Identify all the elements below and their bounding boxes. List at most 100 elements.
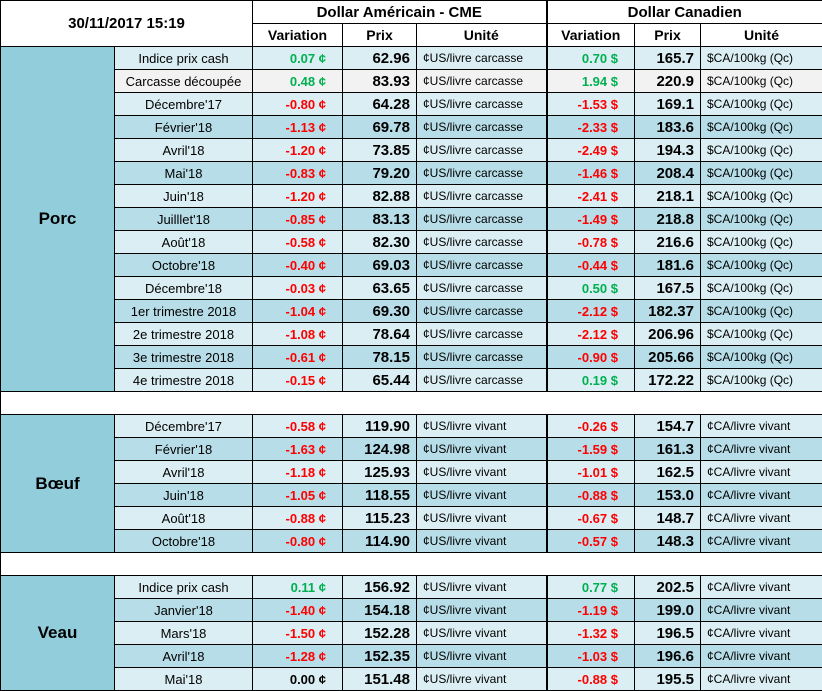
us-price-cell: 151.48 [342, 667, 417, 691]
us-variation-cell: -0.85 ¢ [252, 207, 343, 231]
row-label: Décembre'17 [114, 92, 253, 116]
table-row: Bœuf Décembre'17 -0.58 ¢ 119.90 ¢US/livre vi… [0, 414, 822, 553]
ca-variation-cell: -0.90 $ [545, 345, 635, 369]
row-label: Février'18 [114, 437, 253, 461]
group-spacer [0, 391, 822, 415]
us-price-cell: 69.30 [342, 299, 417, 323]
ca-variation-cell: -2.33 $ [545, 115, 635, 139]
ca-price-cell: 167.5 [634, 276, 701, 300]
ca-variation-cell: 1.94 $ [545, 69, 635, 93]
us-price-cell: 114.90 [342, 529, 417, 553]
ca-price-cell: 220.9 [634, 69, 701, 93]
ca-unit-cell: $CA/100kg (Qc) [699, 322, 822, 346]
row-label: Avril'18 [114, 460, 253, 484]
us-unit-cell: ¢US/livre vivant [416, 667, 547, 691]
us-variation-cell: -0.88 ¢ [252, 506, 343, 530]
ca-variation-header: Variation [545, 23, 635, 47]
table-row: 1er trimestre 2018 -1.04 ¢ 69.30 ¢US/livre … [1, 299, 822, 323]
us-variation-cell: -1.04 ¢ [252, 299, 343, 323]
ca-unit-cell: $CA/100kg (Qc) [699, 46, 822, 70]
us-price-cell: 79.20 [342, 161, 417, 185]
us-variation-cell: 0.07 ¢ [252, 46, 343, 70]
us-unit-cell: ¢US/livre vivant [416, 483, 547, 507]
ca-variation-cell: 0.19 $ [545, 368, 635, 392]
ca-unit-cell: ¢CA/livre vivant [699, 598, 822, 622]
row-label: Juin'18 [114, 483, 253, 507]
row-label: 1er trimestre 2018 [114, 299, 253, 323]
row-label: Avril'18 [114, 644, 253, 668]
us-variation-cell: -1.13 ¢ [252, 115, 343, 139]
table-row: Juin'18 -1.05 ¢ 118.55 ¢US/livre vivant -0.8… [1, 483, 822, 507]
table-row: Mai'18 0.00 ¢ 151.48 ¢US/livre vivant -0.88 … [1, 667, 822, 691]
ca-price-cell: 154.7 [634, 414, 701, 438]
us-variation-cell: -1.05 ¢ [252, 483, 343, 507]
table-row: Août'18 -0.88 ¢ 115.23 ¢US/livre vivant -0.6… [1, 506, 822, 530]
ca-price-cell: 196.5 [634, 621, 701, 645]
table-row: Décembre'17 -0.80 ¢ 64.28 ¢US/livre carcass… [1, 92, 822, 116]
us-unit-cell: ¢US/livre vivant [416, 460, 547, 484]
us-variation-cell: -0.58 ¢ [252, 230, 343, 254]
us-unit-cell: ¢US/livre carcasse [416, 115, 547, 139]
table-row: Janvier'18 -1.40 ¢ 154.18 ¢US/livre vivant -… [1, 598, 822, 622]
table-row: Juilllet'18 -0.85 ¢ 83.13 ¢US/livre carcass… [1, 207, 822, 231]
ca-unit-cell: ¢CA/livre vivant [699, 414, 822, 438]
table-row: Décembre'18 -0.03 ¢ 63.65 ¢US/livre carcass… [1, 276, 822, 300]
us-unit-cell: ¢US/livre vivant [416, 529, 547, 553]
us-dollar-title: Dollar Américain - CME [252, 0, 547, 24]
ca-price-cell: 216.6 [634, 230, 701, 254]
us-variation-cell: -1.18 ¢ [252, 460, 343, 484]
ca-variation-cell: -0.88 $ [545, 483, 635, 507]
table-row: Février'18 -1.63 ¢ 124.98 ¢US/livre vivant -… [1, 437, 822, 461]
row-label: Mars'18 [114, 621, 253, 645]
ca-unit-cell: $CA/100kg (Qc) [699, 138, 822, 162]
us-variation-cell: -0.80 ¢ [252, 92, 343, 116]
ca-unit-cell: ¢CA/livre vivant [699, 460, 822, 484]
row-label: Août'18 [114, 230, 253, 254]
header-row-1: 30/11/2017 15:19 Dollar Américain - CME … [0, 0, 822, 47]
ca-unit-cell: ¢CA/livre vivant [699, 575, 822, 599]
us-unit-cell: ¢US/livre carcasse [416, 161, 547, 185]
us-price-cell: 69.78 [342, 115, 417, 139]
us-variation-cell: 0.00 ¢ [252, 667, 343, 691]
ca-price-cell: 153.0 [634, 483, 701, 507]
ca-price-cell: 172.22 [634, 368, 701, 392]
ca-unit-cell: $CA/100kg (Qc) [699, 207, 822, 231]
ca-price-cell: 208.4 [634, 161, 701, 185]
ca-variation-cell: -2.12 $ [545, 299, 635, 323]
ca-price-cell: 206.96 [634, 322, 701, 346]
us-price-cell: 64.28 [342, 92, 417, 116]
row-label: Juilllet'18 [114, 207, 253, 231]
ca-unit-cell: $CA/100kg (Qc) [699, 184, 822, 208]
ca-price-cell: 196.6 [634, 644, 701, 668]
ca-variation-cell: -1.01 $ [545, 460, 635, 484]
ca-price-cell: 194.3 [634, 138, 701, 162]
us-price-cell: 125.93 [342, 460, 417, 484]
ca-variation-cell: -1.32 $ [545, 621, 635, 645]
ca-unit-cell: $CA/100kg (Qc) [699, 299, 822, 323]
row-label: Indice prix cash [114, 46, 253, 70]
us-variation-cell: -0.58 ¢ [252, 414, 343, 438]
row-label: 3e trimestre 2018 [114, 345, 253, 369]
row-label: Octobre'18 [114, 253, 253, 277]
us-variation-cell: -0.83 ¢ [252, 161, 343, 185]
us-variation-cell: -1.40 ¢ [252, 598, 343, 622]
us-variation-cell: -0.80 ¢ [252, 529, 343, 553]
ca-price-cell: 218.8 [634, 207, 701, 231]
ca-unit-cell: $CA/100kg (Qc) [699, 276, 822, 300]
ca-unite-header: Unité [699, 23, 822, 47]
us-unit-cell: ¢US/livre vivant [416, 598, 547, 622]
table-row: Avril'18 -1.20 ¢ 73.85 ¢US/livre carcasse -2… [1, 138, 822, 162]
us-unit-cell: ¢US/livre carcasse [416, 345, 547, 369]
ca-price-cell: 218.1 [634, 184, 701, 208]
us-variation-cell: -0.40 ¢ [252, 253, 343, 277]
ca-price-cell: 183.6 [634, 115, 701, 139]
ca-variation-cell: -1.59 $ [545, 437, 635, 461]
us-price-cell: 115.23 [342, 506, 417, 530]
group-label: Porc [0, 46, 115, 392]
us-price-cell: 152.28 [342, 621, 417, 645]
ca-unit-cell: $CA/100kg (Qc) [699, 69, 822, 93]
table-row: Octobre'18 -0.40 ¢ 69.03 ¢US/livre carcasse… [1, 253, 822, 277]
ca-variation-cell: -0.67 $ [545, 506, 635, 530]
ca-price-cell: 165.7 [634, 46, 701, 70]
ca-variation-cell: -0.78 $ [545, 230, 635, 254]
